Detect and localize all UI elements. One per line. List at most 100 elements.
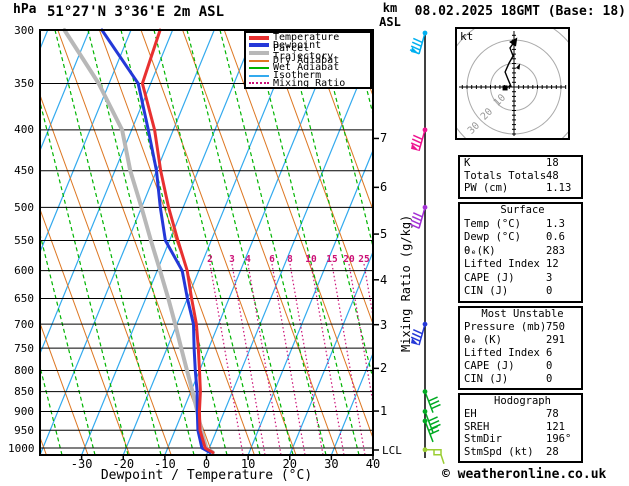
pressure-tick-label: 450: [14, 164, 34, 178]
wind-barb-feather: [411, 215, 422, 222]
wind-barb-feather: [429, 419, 440, 426]
km-tick-label: 5: [380, 227, 388, 242]
wind-barb-feather: [410, 219, 421, 226]
mixing-ratio-line: [231, 263, 266, 454]
stats-label: Temp (°C): [464, 217, 521, 230]
legend-item: Temperature: [249, 33, 370, 42]
stats-value: 1.13: [546, 182, 572, 195]
wet-adiabat-line: [318, 31, 372, 245]
legend-swatch-thick: [249, 43, 269, 48]
stats-label: EH: [464, 407, 477, 420]
stats-value: 28: [546, 446, 559, 459]
stats-value: 6: [546, 347, 553, 359]
temperature-tick-label: -20: [112, 457, 135, 471]
legend-item: Isotherm: [249, 69, 370, 81]
pressure-tick-label: 600: [14, 264, 34, 278]
mixing-ratio-line: [331, 263, 366, 454]
hodograph-mid-arrow: [515, 63, 521, 70]
stats-label: θₑ (K): [464, 334, 502, 346]
mixing-ratio-line: [348, 263, 372, 401]
mixing-ratio-value-label: 10: [305, 254, 317, 265]
stats-row: PW (cm) 1.13: [460, 182, 581, 195]
isotherm-line: [289, 252, 372, 454]
wind-barb-feather: [411, 138, 422, 144]
mixing-ratio-value-label: 3: [229, 254, 235, 265]
dry-adiabat-line: [307, 31, 372, 209]
stats-label: StmSpd (kt): [464, 446, 534, 459]
pressure-tick-label: 550: [14, 233, 34, 247]
legend-swatch-thin: [249, 67, 269, 70]
wind-barb: [409, 204, 428, 229]
mixing-ratio-line: [310, 263, 345, 454]
temperature-tick-label: 0: [202, 457, 211, 471]
legend-swatch-thick: [249, 35, 269, 40]
pressure-tick-label: 700: [14, 317, 34, 331]
hodograph-plot: [457, 29, 568, 138]
legend-label: Isotherm: [273, 69, 322, 81]
isotherm-line: [247, 151, 372, 454]
km-tick-label: 3: [380, 317, 388, 332]
wind-barb-feather: [431, 403, 441, 410]
wind-barb-pennant: [411, 47, 419, 54]
temperature-tick-label: 30: [324, 457, 339, 471]
wind-barb-feather: [412, 328, 423, 335]
stats-value: 121: [546, 420, 565, 433]
stats-row: CAPE (J) 0: [460, 360, 581, 373]
stats-row: SREH 121: [460, 421, 581, 434]
wind-barb: [422, 447, 445, 464]
wind-barb-feather: [428, 425, 438, 432]
pressure-tick-label: 950: [14, 423, 34, 437]
hodograph-unit-label: kt: [460, 30, 474, 43]
pressure-tick-label: 500: [14, 200, 34, 214]
pressure-tick-label: 650: [14, 291, 34, 305]
stats-row: Dewp (°C) 0.6: [460, 231, 581, 245]
wet-adiabat-line: [252, 31, 360, 454]
lcl-label: LCL: [382, 444, 402, 457]
wind-barb-staff: [425, 449, 445, 464]
stats-value: 1.3: [546, 217, 565, 230]
isotherm-line: [41, 31, 132, 252]
legend-item: Parcel Trajectory: [249, 44, 370, 62]
legend-swatch-thin: [249, 59, 269, 62]
stats-value: 78: [546, 407, 559, 420]
stats-value: 48: [546, 169, 559, 182]
stats-row: Lifted Index 12: [460, 258, 581, 272]
wind-barb-feather: [409, 223, 420, 229]
temperature-tick-label: 20: [282, 457, 297, 471]
isotherm-line: [164, 31, 340, 454]
wind-barb-staff: [418, 323, 426, 346]
wind-barb: [422, 389, 441, 413]
isotherm-line: [123, 31, 298, 454]
mixing-ratio-line: [209, 263, 244, 454]
wind-barb-staff: [418, 129, 426, 152]
stats-value: 196°: [546, 433, 572, 446]
stats-label: Lifted Index: [464, 347, 540, 359]
stats-label: PW (cm): [464, 182, 509, 195]
wind-barb: [422, 418, 440, 443]
pressure-tick-label: 400: [14, 123, 34, 137]
wind-barb-feather: [411, 41, 422, 47]
stats-label: Totals Totals: [464, 169, 547, 182]
wind-barb: [410, 321, 428, 346]
stats-box-indices: K 18 Totals Totals 48 PW (cm) 1.13: [458, 155, 583, 199]
dry-adiabat-line: [57, 31, 213, 454]
stats-label: CIN (J): [464, 373, 509, 385]
km-tick-label: 2: [380, 361, 388, 376]
stats-value: 0.6: [546, 231, 565, 244]
hodograph-trace: [504, 37, 518, 89]
wind-barb-staff: [424, 420, 434, 443]
dry-adiabat-line: [182, 31, 338, 454]
wind-barb-feather: [428, 416, 438, 422]
stats-row: StmSpd (kt) 28: [460, 446, 581, 459]
stats-label: CAPE (J): [464, 360, 515, 372]
wet-adiabat-line: [186, 31, 294, 454]
dry-adiabat-line: [0, 30, 5, 455]
isotherm-line: [331, 354, 372, 454]
wet-adiabat-line: [54, 31, 162, 454]
stats-row: EH 78: [460, 408, 581, 421]
wind-barb-staff: [424, 391, 434, 413]
stats-value: 750: [546, 321, 565, 333]
temperature-tick-label: -10: [154, 457, 176, 471]
mixing-ratio-line: [289, 263, 324, 454]
pressure-tick-label: 1000: [8, 441, 35, 455]
